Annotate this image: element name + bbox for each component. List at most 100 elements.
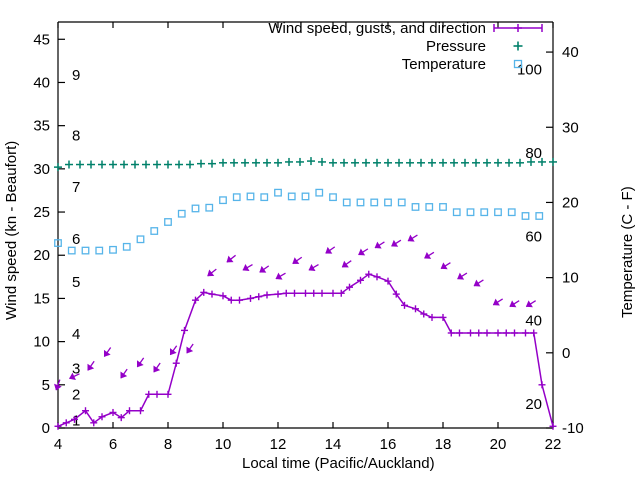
wind-direction-arrow: [424, 251, 435, 259]
y-tick-label-knots: 0: [42, 420, 50, 437]
x-tick-label: 4: [54, 436, 62, 453]
y-tick-label-celsius: -10: [562, 420, 584, 437]
arrow-head: [87, 363, 95, 371]
wind-direction-arrow: [275, 272, 286, 280]
square-marker: [507, 208, 516, 217]
y-axis-left-beaufort: 1 2 3 4 5 6 7 8 9: [72, 67, 80, 430]
x-tick-label: 18: [435, 436, 452, 453]
wind-direction-arrow: [136, 357, 145, 368]
square-marker: [329, 193, 337, 202]
square-marker: [466, 208, 475, 217]
y-axis-right-celsius: -10 0 10 20 30 40: [546, 44, 584, 437]
arrow-head: [54, 383, 62, 391]
arrow-head: [341, 260, 349, 268]
square-marker: [164, 218, 172, 226]
y-axis-left-knots: 0 5 10 15 20 25 30 35 40 45: [33, 31, 65, 437]
beaufort-label: 9: [72, 67, 80, 84]
y-tick-label-knots: 5: [42, 377, 50, 394]
wind-direction-arrow: [509, 300, 520, 308]
wind-direction-arrow: [169, 345, 178, 356]
wind-direction-arrow: [457, 272, 468, 280]
wind-direction-arrow: [374, 241, 385, 249]
y-tick-label-knots: 25: [33, 204, 50, 221]
square-marker: [177, 209, 186, 218]
wind-direction-arrow: [325, 246, 336, 254]
beaufort-label: 1: [72, 412, 80, 429]
x-axis: 4 6 8 10 12 14 16 18 20 22: [54, 22, 562, 453]
wind-direction-arrow: [153, 362, 161, 373]
wind-direction-arrows: [54, 234, 537, 391]
arrow-head: [358, 248, 366, 256]
wind-direction-arrow: [473, 279, 484, 287]
y-tick-label-knots: 30: [33, 161, 50, 178]
fahrenheit-label: 100: [517, 62, 542, 79]
arrow-head: [509, 300, 517, 308]
fahrenheit-label: 20: [525, 396, 542, 413]
legend-label: Wind speed, gusts, and direction: [268, 20, 486, 37]
wind-direction-arrow: [308, 263, 319, 272]
x-tick-label: 14: [325, 436, 342, 453]
square-marker: [439, 203, 447, 211]
y-tick-label-knots: 35: [33, 118, 50, 135]
square-marker: [342, 198, 351, 207]
square-marker: [122, 242, 131, 251]
arrow-head: [103, 349, 111, 357]
square-marker: [452, 208, 461, 217]
square-marker: [136, 235, 145, 244]
wind-direction-arrow: [440, 262, 451, 270]
arrow-head: [473, 279, 481, 287]
x-tick-label: 20: [490, 436, 507, 453]
arrow-head: [391, 239, 399, 247]
beaufort-label: 4: [72, 326, 80, 343]
wind-direction-arrow: [242, 263, 253, 272]
square-marker: [191, 204, 200, 213]
beaufort-label: 3: [72, 361, 80, 378]
arrow-head: [308, 263, 316, 272]
arrow-head: [259, 265, 267, 273]
arrow-head: [275, 272, 283, 280]
square-marker: [521, 212, 530, 220]
series-temperature: [54, 188, 544, 255]
fahrenheit-label: 80: [525, 145, 542, 162]
wind-direction-arrow: [407, 234, 418, 242]
arrow-head: [186, 346, 194, 354]
wind-direction-arrow: [341, 260, 352, 268]
arrow-head: [136, 360, 144, 368]
y-tick-label-knots: 15: [33, 290, 50, 307]
square-marker: [205, 203, 214, 212]
wind-direction-arrow: [226, 254, 236, 263]
arrow-head: [492, 298, 500, 306]
arrow-head: [242, 263, 250, 272]
arrow-head: [292, 257, 300, 264]
x-axis-label: Local time (Pacific/Auckland): [242, 455, 435, 472]
square-marker: [384, 198, 392, 207]
y-tick-label-celsius: 40: [562, 44, 579, 61]
fahrenheit-label: 40: [525, 313, 542, 330]
x-tick-label: 8: [164, 436, 172, 453]
square-marker: [513, 59, 523, 69]
wind-direction-arrow: [120, 368, 128, 379]
beaufort-label: 5: [72, 274, 80, 291]
y-tick-label-knots: 45: [33, 31, 50, 48]
x-tick-label: 22: [545, 436, 562, 453]
x-tick-label: 12: [270, 436, 287, 453]
square-marker: [370, 198, 379, 207]
wind-direction-arrow: [103, 347, 112, 357]
square-marker: [315, 188, 324, 197]
wind-direction-arrow: [186, 343, 194, 354]
square-marker: [301, 192, 310, 201]
y-axis-right-label: Temperature (C - F): [619, 186, 636, 318]
square-marker: [219, 196, 227, 205]
series-wind-speed: [54, 270, 557, 430]
y-axis-left-label: Wind speed (kn - Beaufort): [3, 141, 20, 320]
square-marker: [67, 246, 76, 255]
beaufort-label: 6: [72, 231, 80, 248]
x-tick-label: 16: [380, 436, 397, 453]
square-marker: [246, 192, 255, 201]
y-tick-label-celsius: 20: [562, 194, 579, 211]
arrow-head: [525, 300, 533, 308]
wind-direction-arrow: [54, 379, 62, 391]
square-marker: [287, 192, 296, 201]
x-tick-label: 6: [109, 436, 117, 453]
wind-direction-arrow: [358, 248, 369, 256]
